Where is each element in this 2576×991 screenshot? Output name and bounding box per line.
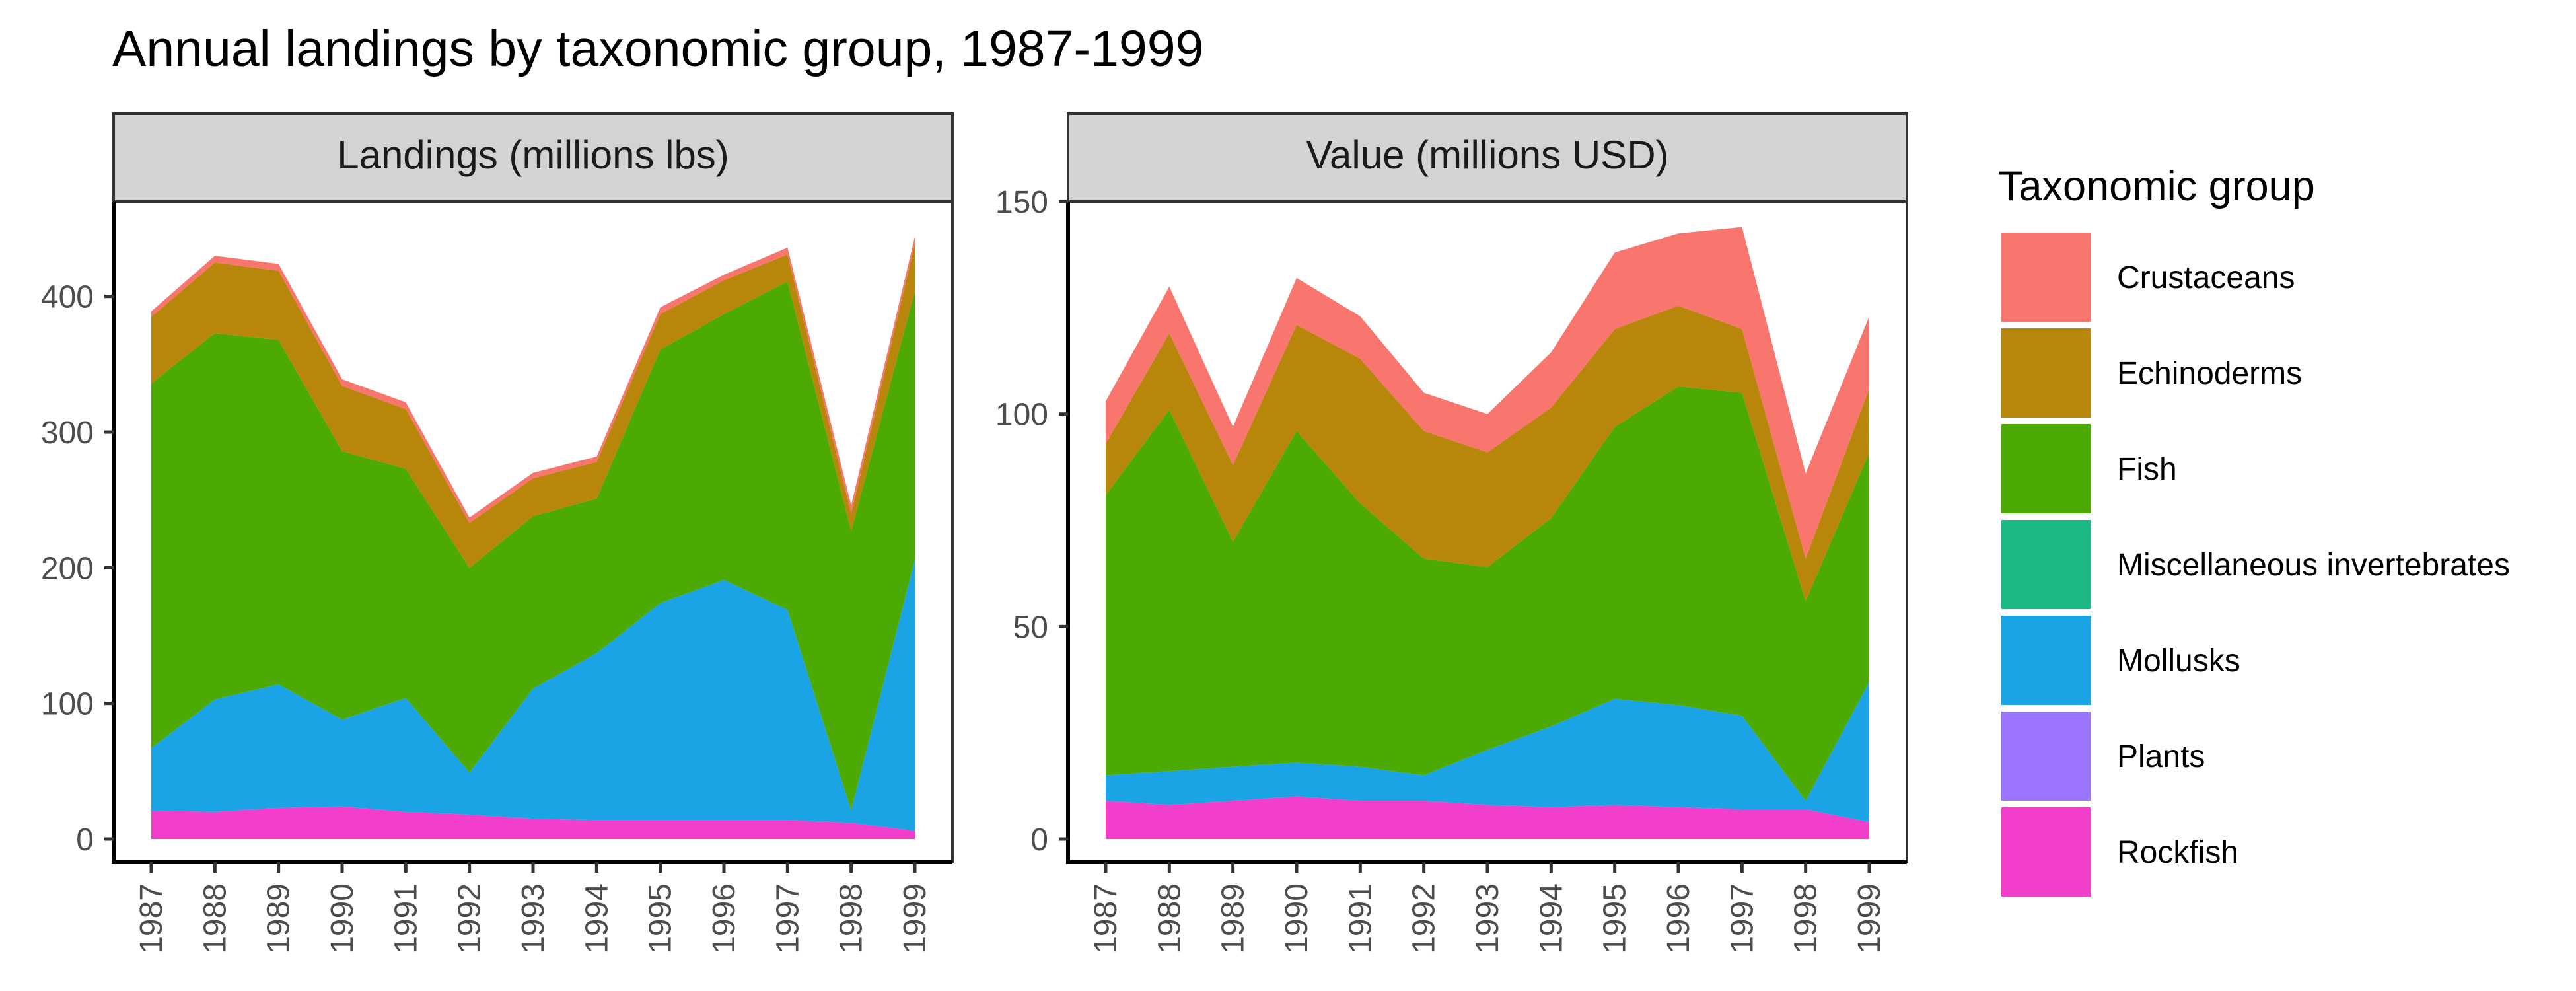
x-tick-label: 1998: [1789, 883, 1824, 954]
area-fish: [151, 281, 915, 811]
x-tick-label: 1999: [898, 883, 933, 954]
legend-label: Plants: [2117, 739, 2205, 774]
x-tick-label: 1999: [1852, 883, 1887, 954]
x-tick-label: 1987: [1089, 883, 1124, 954]
legend-item-mollusks: Mollusks: [2001, 616, 2240, 705]
x-tick-label: 1997: [1725, 883, 1760, 954]
x-tick-label: 1987: [134, 883, 169, 954]
y-tick-label: 0: [1030, 823, 1048, 858]
x-tick-label: 1996: [1661, 883, 1696, 954]
y-axis-ticks: 0 50 100 150: [995, 185, 1068, 858]
legend-swatch: [2001, 520, 2091, 609]
legend-swatch: [2001, 233, 2091, 322]
x-tick-label: 1988: [1152, 883, 1187, 954]
x-tick-label: 1989: [1216, 883, 1251, 954]
x-axis-ticks: 1987 1988 1989 1990 1991 1992 1993 1994 1995 1996…: [1089, 862, 1887, 954]
legend-label: Miscellaneous invertebrates: [2117, 548, 2510, 583]
strip-background: [112, 112, 954, 203]
x-tick-label: 1988: [197, 883, 233, 954]
legend-label: Echinoderms: [2117, 356, 2302, 391]
x-tick-label: 1991: [1343, 883, 1378, 954]
strip-label: Value (millions USD): [1306, 133, 1668, 177]
legend-item-plants: Plants: [2001, 712, 2205, 801]
area-rockfish: [1106, 796, 1869, 839]
x-tick-label: 1993: [1470, 883, 1505, 954]
y-tick-label: 0: [76, 823, 94, 858]
y-tick-label: 100: [41, 687, 94, 722]
x-tick-label: 1998: [834, 883, 869, 954]
x-tick-label: 1996: [707, 883, 742, 954]
legend-swatch: [2001, 712, 2091, 801]
x-tick-label: 1991: [388, 883, 423, 954]
panel-landings: Landings (millions lbs) 0 100 200 300 400 19…: [41, 112, 954, 954]
legend-label: Rockfish: [2117, 835, 2238, 870]
area-layer: [151, 237, 915, 839]
legend-item-miscellaneous-invertebrates: Miscellaneous invertebrates: [2001, 520, 2510, 609]
legend-label: Crustaceans: [2117, 260, 2295, 295]
area-mollusks: [1106, 682, 1869, 823]
x-tick-label: 1990: [1279, 883, 1314, 954]
area-layer: [1106, 227, 1869, 839]
legend-label: Mollusks: [2117, 643, 2240, 679]
legend-swatch: [2001, 424, 2091, 513]
area-rockfish: [151, 806, 915, 839]
area-fish: [1106, 386, 1869, 801]
area-mollusks: [151, 560, 915, 831]
x-tick-label: 1995: [643, 883, 678, 954]
legend-title: Taxonomic group: [1998, 163, 2315, 209]
x-tick-label: 1989: [262, 883, 297, 954]
legend-item-fish: Fish: [2001, 424, 2177, 513]
y-tick-label: 200: [41, 551, 94, 586]
x-axis-ticks: 1987 1988 1989 1990 1991 1992 1993 1994 1995 1996…: [134, 862, 933, 954]
y-tick-label: 300: [41, 416, 94, 451]
strip-background: [1067, 112, 1908, 203]
strip-label: Landings (millions lbs): [337, 133, 729, 177]
legend-swatch: [2001, 807, 2091, 897]
y-tick-label: 100: [995, 398, 1048, 433]
legend: Taxonomic group Crustaceans Echinoderms Fi…: [1998, 163, 2510, 897]
x-tick-label: 1992: [1407, 883, 1442, 954]
legend-swatch: [2001, 616, 2091, 705]
legend-item-rockfish: Rockfish: [2001, 807, 2238, 897]
legend-item-crustaceans: Crustaceans: [2001, 233, 2295, 322]
legend-items: Crustaceans Echinoderms Fish Miscellaneous …: [2001, 233, 2510, 897]
x-tick-label: 1990: [325, 883, 360, 954]
legend-swatch: [2001, 328, 2091, 418]
chart-title: Annual landings by taxonomic group, 1987…: [112, 20, 1203, 77]
area-crustaceans: [1106, 227, 1869, 559]
area-echinoderms: [151, 243, 915, 568]
legend-label: Fish: [2117, 452, 2177, 487]
y-tick-label: 50: [1013, 610, 1048, 645]
x-tick-label: 1994: [1534, 883, 1569, 954]
legend-item-echinoderms: Echinoderms: [2001, 328, 2302, 418]
x-tick-label: 1993: [516, 883, 551, 954]
x-tick-label: 1997: [770, 883, 805, 954]
x-tick-label: 1994: [579, 883, 614, 954]
x-tick-label: 1995: [1598, 883, 1633, 954]
y-tick-label: 400: [41, 280, 94, 315]
x-tick-label: 1992: [452, 883, 487, 954]
area-echinoderms: [1106, 305, 1869, 601]
y-tick-label: 150: [995, 185, 1048, 220]
y-axis-ticks: 0 100 200 300 400: [41, 280, 114, 858]
